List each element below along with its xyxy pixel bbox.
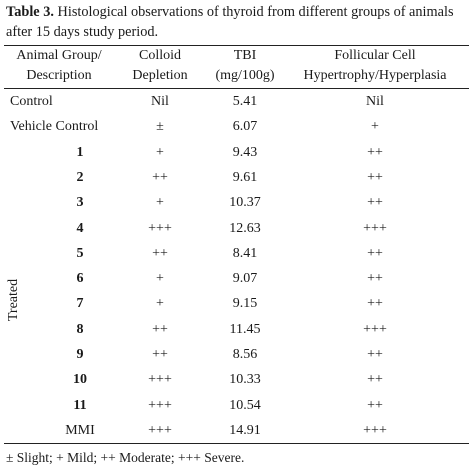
cell-hypertrophy: ++	[367, 144, 383, 160]
cell-tbi: 5.41	[232, 94, 258, 109]
header-colloid-line1: Colloid	[138, 48, 181, 63]
cell-tbi: 10.54	[229, 397, 261, 413]
table-row: 10 +++ 10.33 ++	[0, 367, 473, 392]
cell-colloid: ++	[152, 245, 168, 261]
cell-tbi: 14.91	[229, 422, 261, 438]
cell-group: 4	[76, 220, 84, 236]
cell-colloid: +	[156, 271, 164, 287]
treated-label-text: Treated	[6, 278, 21, 322]
table-row: 3 +10.37 ++	[0, 190, 473, 215]
table-row: 4 +++ 12.63 +++	[0, 216, 473, 241]
table-row: 5 ++ 8.41 ++	[0, 241, 473, 266]
cell-hypertrophy: ++	[367, 169, 383, 185]
top-rule	[4, 45, 469, 46]
cell-tbi: 6.07	[232, 119, 258, 135]
header-hypertrophy: Follicular Cell Hypertrophy/Hyperplasia	[300, 46, 450, 86]
table-row: Vehicle Control ±6.07 +	[0, 114, 473, 139]
cell-tbi: 9.61	[232, 169, 258, 185]
table-row: 11 +++ 10.54 ++	[0, 393, 473, 418]
header-colloid-line2: Depletion	[132, 68, 188, 83]
header-colloid: Colloid Depletion	[125, 46, 195, 86]
bottom-rule	[4, 443, 469, 444]
cell-hypertrophy: Nil	[366, 94, 384, 109]
cell-colloid: +++	[148, 372, 172, 388]
cell-group: MMI	[65, 422, 95, 438]
cell-hypertrophy: +++	[363, 321, 387, 337]
table-row: 7 +9.15 ++	[0, 291, 473, 316]
treated-label: Treated	[6, 279, 26, 321]
cell-group: 3	[76, 195, 84, 211]
header-hyp-line1: Follicular Cell	[334, 48, 416, 63]
cell-colloid: ±	[156, 119, 164, 135]
cell-colloid: +	[156, 296, 164, 312]
cell-group: 7	[76, 296, 84, 312]
cell-group: 8	[76, 321, 84, 337]
header-tbi-line1: TBI	[233, 48, 257, 63]
cell-hypertrophy: +	[371, 119, 379, 135]
table-row: 9 ++ 8.56 ++	[0, 342, 473, 367]
caption-text: Histological observations of thyroid fro…	[6, 4, 454, 40]
cell-colloid: ++	[152, 347, 168, 362]
cell-tbi: 12.63	[229, 220, 261, 236]
table-footnote: ± Slight; + Mild; ++ Moderate; +++ Sever…	[6, 450, 245, 465]
cell-tbi: 10.37	[229, 195, 261, 211]
cell-group: Vehicle Control	[10, 119, 99, 135]
table-row: 2 ++ 9.61 ++	[0, 165, 473, 190]
cell-group: 1	[76, 144, 84, 160]
header-tbi-line2: (mg/100g)	[215, 68, 275, 83]
header-group: Animal Group/ Description	[4, 46, 114, 86]
table-row: MMI +++ 14.91 +++	[0, 418, 473, 443]
table-row: Control Nil 5.41 Nil	[0, 89, 473, 114]
header-hyp-line2: Hypertrophy/Hyperplasia	[303, 68, 447, 83]
cell-tbi: 8.56	[232, 347, 258, 362]
cell-tbi: 10.33	[229, 372, 261, 388]
cell-hypertrophy: ++	[367, 397, 383, 413]
table-row: 6 +9.07 ++	[0, 266, 473, 291]
cell-hypertrophy: ++	[367, 245, 383, 261]
cell-group: 2	[76, 169, 84, 185]
cell-tbi: 11.45	[229, 321, 261, 337]
cell-hypertrophy: +++	[363, 220, 387, 236]
caption-label: Table 3.	[6, 4, 54, 20]
cell-hypertrophy: ++	[367, 296, 383, 312]
cell-colloid: +++	[148, 220, 172, 236]
cell-group: 10	[73, 372, 87, 388]
cell-group: 9	[76, 347, 84, 362]
cell-colloid: ++	[152, 321, 168, 337]
cell-group: Control	[10, 94, 53, 109]
header-tbi: TBI (mg/100g)	[200, 46, 290, 86]
table-caption: Table 3. Histological observations of th…	[6, 2, 468, 42]
cell-hypertrophy: ++	[367, 347, 383, 362]
cell-tbi: 8.41	[232, 245, 258, 261]
cell-hypertrophy: ++	[367, 271, 383, 287]
cell-colloid: +++	[148, 422, 172, 438]
table-row: 8 ++ 11.45 +++	[0, 317, 473, 342]
cell-colloid: +	[156, 144, 164, 160]
cell-colloid: +++	[148, 397, 172, 413]
cell-colloid: +	[156, 195, 164, 211]
cell-tbi: 9.07	[232, 271, 258, 287]
cell-colloid: Nil	[151, 94, 169, 109]
header-rule	[4, 88, 469, 89]
cell-colloid: ++	[152, 169, 168, 185]
cell-hypertrophy: ++	[367, 195, 383, 211]
cell-hypertrophy: +++	[363, 422, 387, 438]
cell-group: 5	[76, 245, 84, 261]
cell-tbi: 9.43	[232, 144, 258, 160]
cell-group: 11	[73, 397, 87, 413]
cell-tbi: 9.15	[232, 296, 258, 312]
table-row: 1 +9.43 ++	[0, 140, 473, 165]
header-group-line1: Animal Group/	[16, 48, 102, 63]
header-group-line2: Description	[26, 68, 92, 83]
cell-group: 6	[76, 271, 84, 287]
cell-hypertrophy: ++	[367, 372, 383, 388]
